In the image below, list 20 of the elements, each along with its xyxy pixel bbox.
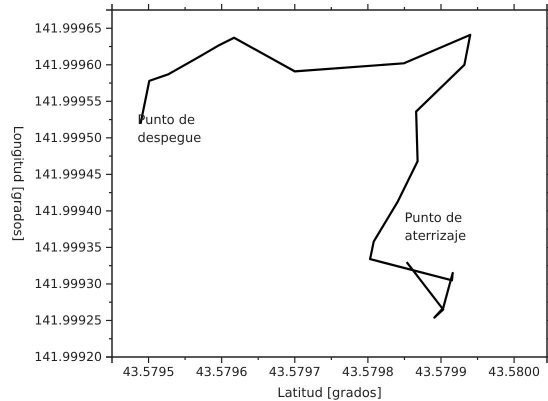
y-tick-label: 141.99920 (34, 349, 102, 364)
x-tick-label: 43.5797 (268, 364, 321, 379)
y-tick-label: 141.99935 (34, 239, 102, 254)
x-tick-label: 43.5798 (342, 364, 394, 379)
y-tick-label: 141.99925 (34, 312, 102, 328)
y-tick-label: 141.99940 (34, 202, 102, 218)
annotation: Punto de aterrizaje (404, 211, 466, 244)
x-tick-label: 43.5799 (415, 364, 467, 379)
y-tick-label: 141.99965 (34, 20, 102, 36)
y-tick-label: 141.99955 (34, 93, 102, 108)
x-tick-label: 43.5800 (488, 364, 540, 379)
y-tick-label: 141.99930 (34, 276, 102, 291)
x-tick-label: 43.5796 (196, 364, 248, 379)
y-tick-label: 141.99950 (34, 130, 102, 145)
y-tick-label: 141.99945 (34, 166, 102, 182)
line-series (139, 34, 472, 319)
y-axis-title: Longitud [grados] (10, 126, 25, 242)
x-tick-label: 43.5795 (122, 364, 174, 379)
x-axis-title: Latitud [grados] (277, 386, 382, 401)
y-tick-label: 141.99960 (34, 56, 102, 72)
